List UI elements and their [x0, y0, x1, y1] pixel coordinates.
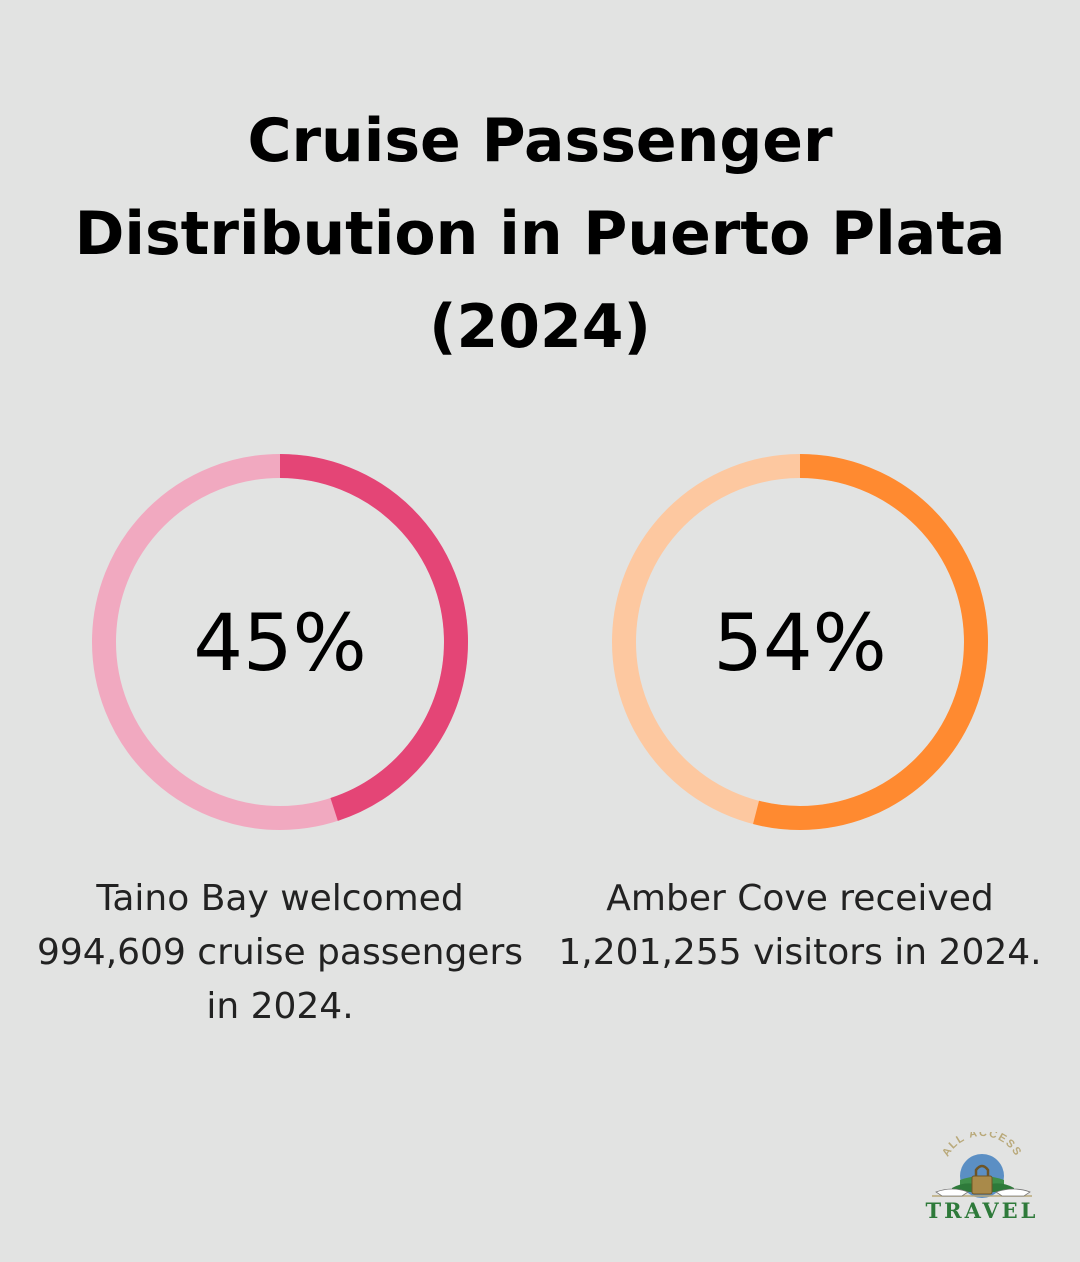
donut-value-arc	[92, 454, 468, 830]
stat-caption: Taino Bay welcomed 994,609 cruise passen…	[36, 878, 524, 1027]
percent-label: 54%	[713, 599, 886, 689]
donut-value-arc	[612, 454, 988, 830]
logo-bottom-text: TRAVEL	[926, 1198, 1039, 1223]
title-line-2: Distribution in Puerto Plata	[74, 199, 1006, 269]
donut-chart-amber-cove: 54%	[612, 454, 988, 830]
title-line-3: (2024)	[429, 292, 651, 362]
percent-label: 45%	[193, 599, 366, 689]
page-title: Cruise Passenger Distribution in Puerto …	[0, 95, 1080, 374]
title-line-1: Cruise Passenger	[247, 106, 833, 176]
stat-caption: Amber Cove received 1,201,255 visitors i…	[558, 878, 1042, 973]
stat-taino-bay: 45% Taino Bay welcomed 994,609 cruise pa…	[20, 452, 540, 1034]
donut-chart-taino-bay: 45%	[92, 454, 468, 830]
padlock-icon	[971, 1175, 993, 1195]
all-access-travel-logo: ALL ACCESS TRAVEL	[926, 1132, 1039, 1223]
stat-amber-cove: 54% Amber Cove received 1,201,255 visito…	[540, 452, 1060, 980]
